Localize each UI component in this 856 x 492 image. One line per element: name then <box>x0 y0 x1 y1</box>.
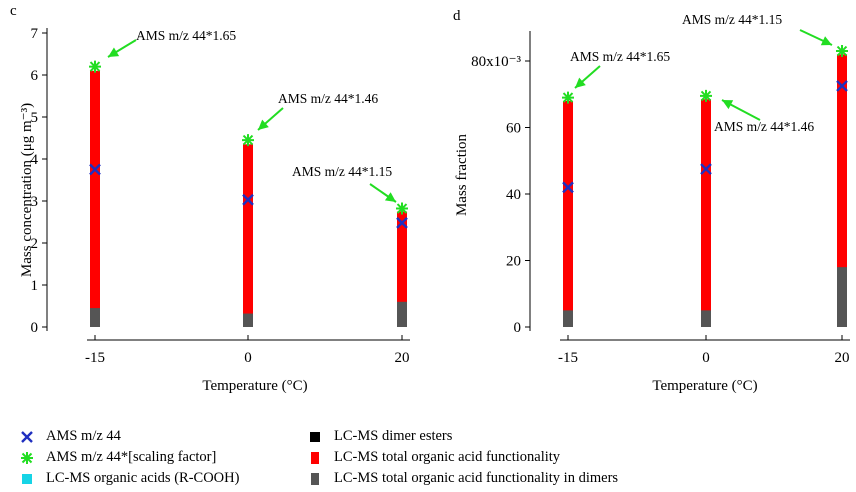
y-tick-label: 4 <box>31 152 39 168</box>
annotation-arrow-head <box>108 47 120 57</box>
marker-ams <box>562 181 574 194</box>
annotation-arrow-head <box>722 100 734 110</box>
marker-scaled <box>89 60 101 73</box>
marker-ams <box>836 80 848 92</box>
y-tick-label: 6 <box>31 68 39 84</box>
y-axis-label: Mass concentration (μg m⁻³) <box>19 103 35 277</box>
x-axis-label: Temperature (°C) <box>202 378 307 394</box>
marker-scaled <box>562 91 574 104</box>
x-tick-label: 0 <box>702 350 710 366</box>
bar-dimers <box>563 310 573 327</box>
marker-ams <box>396 216 408 229</box>
x-tick-label: -15 <box>558 350 578 366</box>
bar-dimers <box>701 310 711 327</box>
y-tick-label: 1 <box>31 278 39 294</box>
y-axis-label: Mass fraction <box>454 133 470 216</box>
annotation-label: AMS m/z 44*1.65 <box>136 28 236 43</box>
x-tick-label: 20 <box>395 350 410 366</box>
bar-total <box>563 100 573 328</box>
y-tick-label: 2 <box>31 236 39 252</box>
marker-ams <box>700 163 712 175</box>
marker-scaled <box>242 134 254 147</box>
x-tick-label: 0 <box>244 350 252 366</box>
chart-panel-c: c 0 1 2 3 4 5 6 7 Mass concentration (μg m⁻³) -15 0… <box>10 3 410 394</box>
y-tick-label: 60 <box>506 121 521 137</box>
annotation-label: AMS m/z 44*1.46 <box>278 91 378 106</box>
marker-scaled <box>700 89 712 102</box>
marker-scaled <box>396 202 408 215</box>
y-tick-label: 80x10⁻³ <box>471 54 521 70</box>
annotation-arrow-head <box>575 77 586 88</box>
y-tick-label: 7 <box>31 26 39 42</box>
y-tick-label: 0 <box>31 320 39 336</box>
marker-ams <box>89 163 101 176</box>
annotation-arrow-head <box>820 36 832 46</box>
marker-scaled <box>836 45 848 58</box>
annotation-label: AMS m/z 44*1.15 <box>292 164 392 179</box>
y-tick-label: 3 <box>31 194 39 210</box>
x-axis-label: Temperature (°C) <box>652 378 757 394</box>
bar-dimers <box>397 301 407 327</box>
bar-total <box>837 54 847 327</box>
bar-total <box>701 99 711 327</box>
bar-total <box>397 211 407 327</box>
marker-ams <box>242 193 254 206</box>
x-tick-label: -15 <box>85 350 105 366</box>
bar-total <box>243 144 253 327</box>
panel-label: d <box>453 8 461 24</box>
annotation-label: AMS m/z 44*1.15 <box>682 12 782 27</box>
chart-panel-d: d 0 20 40 60 80x10⁻³ Mass fraction -15 0 20 Temper… <box>453 8 850 394</box>
x-tick-label: 20 <box>835 350 850 366</box>
annotation-label: AMS m/z 44*1.46 <box>714 119 814 134</box>
annotation-arrow-head <box>384 192 396 202</box>
bar-dimers <box>837 267 847 327</box>
annotation-label: AMS m/z 44*1.65 <box>570 49 670 64</box>
y-tick-label: 40 <box>506 187 521 203</box>
bar-dimers <box>243 313 253 327</box>
y-tick-label: 20 <box>506 254 521 270</box>
annotation-arrow-head <box>258 119 269 130</box>
panel-label: c <box>10 3 17 19</box>
y-tick-label: 5 <box>31 110 39 126</box>
bar-dimers <box>90 308 100 327</box>
bar-total <box>90 70 100 328</box>
y-tick-label: 0 <box>514 320 522 336</box>
